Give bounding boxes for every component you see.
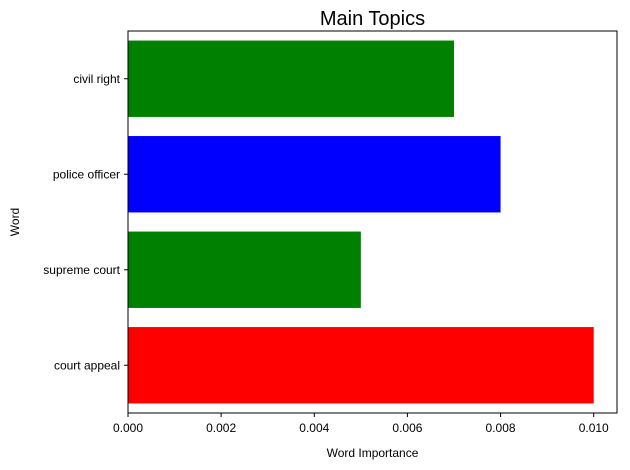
y-tick-label-civil-right: civil right [73,72,120,86]
x-tick-label-3: 0.006 [392,421,422,435]
y-axis-label: Word [8,208,22,236]
bar-supreme-court [128,231,361,308]
bar-police-officer [128,136,501,213]
x-tick-label-5: 0.010 [579,421,609,435]
x-tick-label-0: 0.000 [113,421,143,435]
x-axis-label: Word Importance [327,446,419,460]
bar-court-appeal [128,327,594,404]
y-tick-label-court-appeal: court appeal [54,358,120,372]
x-tick-label-1: 0.002 [206,421,236,435]
x-tick-label-2: 0.004 [299,421,329,435]
bar-civil-right [128,40,454,117]
bars-layer [128,40,594,404]
plot-frame [127,30,618,414]
x-axis-ticks: 0.000 0.002 0.004 0.006 0.008 0.010 [113,413,609,435]
y-tick-label-supreme-court: supreme court [43,263,120,277]
y-axis-ticks: court appeal supreme court police officer c… [43,72,128,372]
x-tick-label-4: 0.008 [486,421,516,435]
y-tick-label-police-officer: police officer [53,167,120,181]
chart-title: Main Topics [320,8,425,30]
